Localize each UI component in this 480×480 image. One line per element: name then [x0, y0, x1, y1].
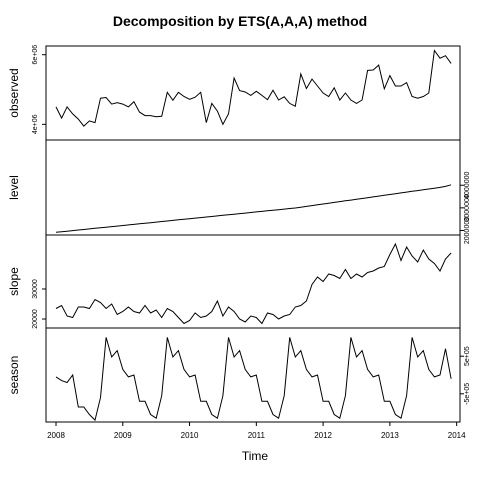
slope-panel-label: slope [7, 267, 21, 296]
x-tick-label: 2010 [181, 431, 199, 440]
panel-observed: 4e+06 6e+06 observed [7, 45, 460, 140]
observed-panel-frame [46, 46, 460, 140]
season-y-tick-label: -5e+05 [464, 383, 471, 405]
observed-y-tick-label: 6e+06 [32, 45, 39, 65]
observed-y-tick-label: 4e+06 [32, 114, 39, 134]
level-panel-frame [46, 140, 460, 235]
x-tick-label: 2014 [448, 431, 466, 440]
x-tick-label: 2008 [47, 431, 65, 440]
season-panel-frame [46, 328, 460, 422]
slope-series-line [56, 244, 451, 324]
x-tick-label: 2009 [114, 431, 132, 440]
x-axis: 2008 2009 2010 2011 2012 2013 2014 [47, 422, 466, 440]
slope-y-tick-label: 20000 [32, 309, 39, 329]
x-axis-label: Time [242, 449, 269, 463]
panels: 4e+066e+06observed200000030000004000000l… [7, 45, 471, 422]
level-y-tick-label: 4000000 [464, 172, 471, 199]
slope-y-tick-label: 30000 [32, 279, 39, 299]
chart-title: Decomposition by ETS(A,A,A) method [113, 13, 367, 29]
season-panel-label: season [7, 356, 21, 395]
x-tick-label: 2013 [381, 431, 399, 440]
season-series-line [56, 337, 451, 420]
slope-panel-frame [46, 235, 460, 328]
x-tick-label: 2012 [314, 431, 332, 440]
observed-series-line [56, 51, 451, 127]
level-series-line [56, 185, 451, 233]
panel-season: -5e+05 5e+05 season [7, 328, 471, 422]
observed-panel-label: observed [7, 68, 21, 117]
x-tick-label: 2011 [248, 431, 266, 440]
season-y-tick-label: 5e+05 [464, 346, 471, 366]
level-panel-label: level [7, 175, 21, 200]
panel-slope: 20000 30000 slope [7, 235, 460, 329]
